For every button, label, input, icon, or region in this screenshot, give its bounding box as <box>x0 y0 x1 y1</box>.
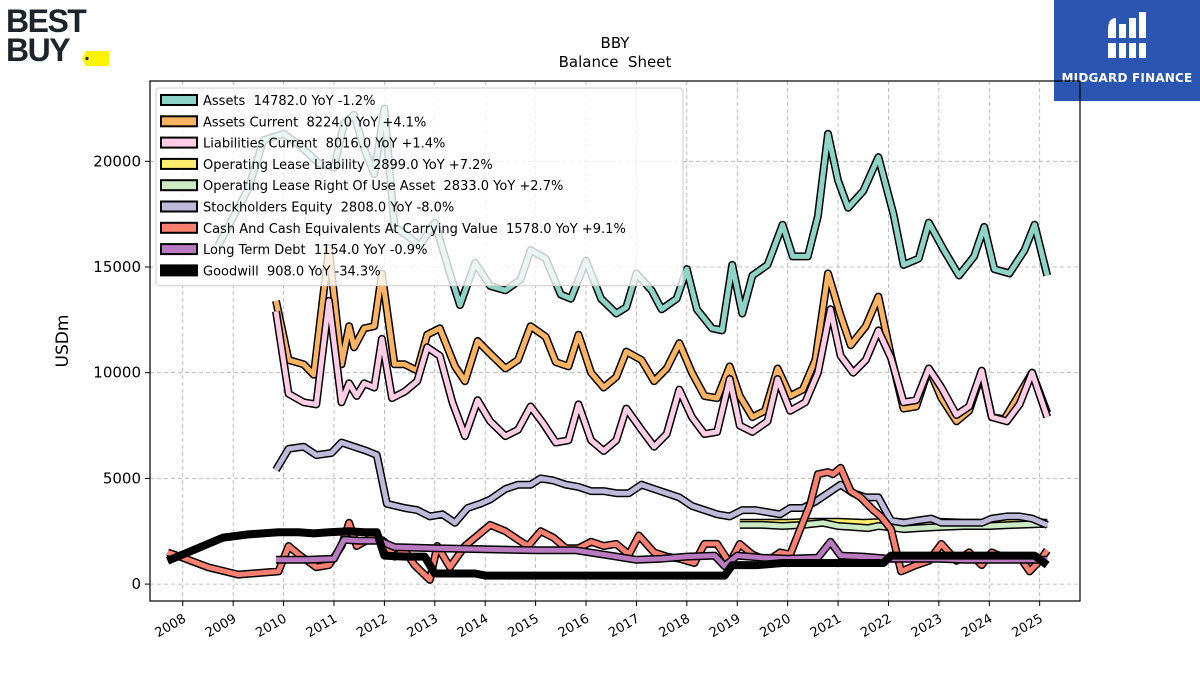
legend-label: Operating Lease Right Of Use Asset 2833.… <box>203 179 563 194</box>
series-line <box>273 298 1050 454</box>
best-buy-logo-line-2: BUY <box>6 32 70 68</box>
x-tick-label: 2009 <box>203 611 239 641</box>
legend-item: Assets Current 8224.0 YoY +4.1% <box>160 115 426 130</box>
series-line <box>166 527 1050 580</box>
y-tick-label: 20000 <box>93 152 141 170</box>
x-tick-label: 2016 <box>556 611 592 641</box>
legend-label: Assets Current 8224.0 YoY +4.1% <box>203 115 426 130</box>
legend-swatch <box>160 179 198 192</box>
series-goodwill <box>166 527 1050 580</box>
y-tick-label: 15000 <box>93 258 141 276</box>
legend-item: Liabilities Current 8016.0 YoY +1.4% <box>160 136 445 152</box>
x-tick-label: 2017 <box>606 611 642 641</box>
legend-label: Liabilities Current 8016.0 YoY +1.4% <box>203 137 445 152</box>
series-assets-current <box>272 244 1051 426</box>
x-tick-label: 2022 <box>858 611 894 641</box>
legend-swatch <box>160 94 198 106</box>
legend-swatch <box>160 243 198 256</box>
x-tick-label: 2023 <box>909 611 945 641</box>
legend-swatch <box>160 264 198 277</box>
best-buy-logo-line-1: BEST <box>6 4 87 39</box>
midgard-finance-name: MIDGARD FINANCE <box>1061 71 1193 85</box>
series-liabilities-current <box>272 296 1051 455</box>
legend-box <box>155 87 684 287</box>
x-tick-label: 2025 <box>1010 611 1046 641</box>
x-tick-label: 2008 <box>153 611 189 641</box>
x-tick-label: 2018 <box>657 611 693 641</box>
y-axis-label: USDm <box>53 315 73 368</box>
legend-swatch <box>160 115 198 128</box>
legend-item: Long Term Debt 1154.0 YoY -0.9% <box>160 243 427 258</box>
plot-frame <box>149 80 1081 602</box>
legend-label: Cash And Cash Equivalents At Carrying Va… <box>203 222 626 237</box>
legend-item: Assets 14782.0 YoY -1.2% <box>160 94 375 109</box>
legend-swatch <box>160 200 198 213</box>
legend-label: Assets 14782.0 YoY -1.2% <box>203 94 375 109</box>
price-tag-hole <box>85 56 89 61</box>
series-line <box>273 245 1050 424</box>
legend-swatch <box>160 221 198 234</box>
y-tick-label: 10000 <box>93 364 141 382</box>
legend-item: Operating Lease Liability 2899.0 YoY +7.… <box>160 157 493 173</box>
series-stockholders-equity <box>272 438 1049 529</box>
series-layer <box>166 104 1052 584</box>
legend-swatch <box>160 157 198 170</box>
legend-label: Long Term Debt 1154.0 YoY -0.9% <box>203 243 427 258</box>
series-line-outline <box>272 438 1049 529</box>
chart-subtitle: Balance Sheet <box>559 53 672 71</box>
x-tick-label: 2010 <box>253 611 289 641</box>
x-tick-label: 2013 <box>405 611 441 641</box>
x-tick-label: 2014 <box>455 611 491 641</box>
y-tick-label: 0 <box>131 575 141 593</box>
legend-item: Stockholders Equity 2808.0 YoY -8.0% <box>160 200 454 216</box>
legend-label: Goodwill 908.0 YoY -34.3% <box>203 264 381 279</box>
x-tick-label: 2015 <box>505 611 541 641</box>
legend-item: Operating Lease Right Of Use Asset 2833.… <box>160 179 563 194</box>
x-tick-label: 2021 <box>808 611 844 641</box>
price-tag-icon <box>82 51 109 66</box>
x-tick-label: 2012 <box>354 611 390 641</box>
chart-title: BBY <box>601 34 631 52</box>
x-tick-label: 2020 <box>757 611 793 641</box>
legend-swatch <box>160 136 198 149</box>
legend-item: Goodwill 908.0 YoY -34.3% <box>160 264 381 279</box>
legend-label: Operating Lease Liability 2899.0 YoY +7.… <box>203 158 493 173</box>
y-tick-label: 5000 <box>103 469 141 487</box>
legend-item: Cash And Cash Equivalents At Carrying Va… <box>160 221 626 237</box>
legend: Assets 14782.0 YoY -1.2% Assets Current 8… <box>155 87 684 287</box>
best-buy-logo: BEST BUY <box>6 4 109 68</box>
x-tick-label: 2011 <box>304 611 340 641</box>
legend-label: Stockholders Equity 2808.0 YoY -8.0% <box>203 201 454 216</box>
midgard-finance-logo: MIDGARD FINANCE <box>1054 0 1200 101</box>
midgard-finance-emblem-icon <box>1108 12 1146 58</box>
series-line <box>273 440 1049 528</box>
x-tick-label: 2024 <box>959 611 995 641</box>
x-tick-label: 2019 <box>707 611 743 641</box>
